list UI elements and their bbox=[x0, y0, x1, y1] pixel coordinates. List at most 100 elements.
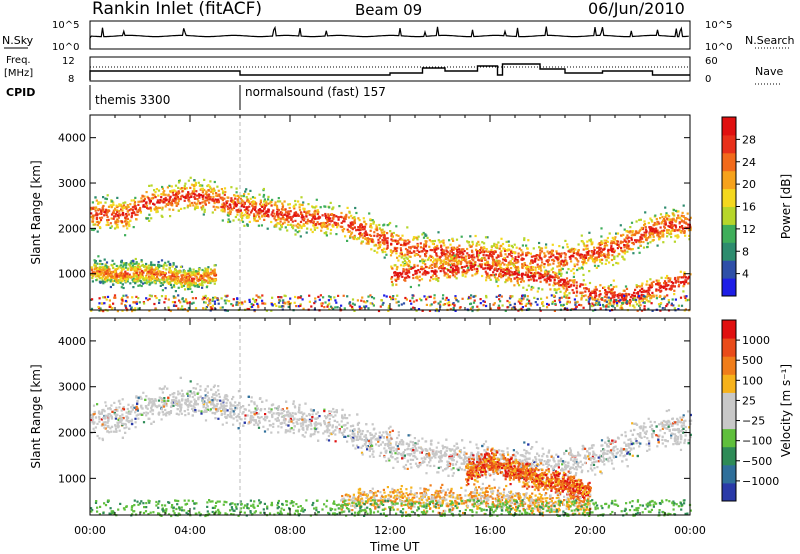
heatmap-cell bbox=[413, 263, 416, 267]
heatmap-cell bbox=[552, 254, 555, 257]
heatmap-cell bbox=[582, 273, 585, 276]
heatmap-cell bbox=[404, 239, 407, 242]
heatmap-cell bbox=[116, 268, 119, 271]
heatmap-cell bbox=[176, 271, 180, 274]
heatmap-cell bbox=[97, 222, 100, 225]
heatmap-cell bbox=[384, 237, 387, 240]
heatmap-cell bbox=[140, 197, 143, 200]
heatmap-cell bbox=[614, 242, 617, 245]
heatmap-cell bbox=[380, 299, 383, 302]
heatmap-cell bbox=[447, 255, 450, 258]
heatmap-cell bbox=[221, 199, 224, 202]
heatmap-cell bbox=[331, 208, 334, 211]
heatmap-cell bbox=[135, 271, 138, 274]
heatmap-cell bbox=[590, 291, 593, 294]
heatmap-cell bbox=[100, 216, 104, 219]
heatmap-cell bbox=[105, 261, 109, 264]
heatmap-cell bbox=[96, 267, 99, 270]
heatmap-cell bbox=[180, 275, 184, 278]
heatmap-cell bbox=[425, 251, 428, 255]
heatmap-cell bbox=[566, 294, 569, 297]
heatmap-cell bbox=[406, 271, 409, 274]
heatmap-cell bbox=[472, 253, 475, 256]
heatmap-cell bbox=[631, 241, 634, 244]
heatmap-cell bbox=[106, 277, 109, 281]
heatmap-cell bbox=[156, 209, 159, 212]
heatmap-cell bbox=[291, 225, 294, 228]
heatmap-cell bbox=[209, 302, 212, 305]
heatmap-cell bbox=[610, 247, 613, 250]
heatmap-cell bbox=[550, 250, 553, 253]
heatmap-cell bbox=[453, 271, 456, 274]
heatmap-cell bbox=[613, 295, 616, 298]
heatmap-cell bbox=[232, 206, 236, 209]
heatmap-cell bbox=[483, 300, 486, 303]
heatmap-cell bbox=[682, 276, 685, 279]
heatmap-cell bbox=[638, 239, 641, 242]
heatmap-cell bbox=[471, 258, 474, 261]
heatmap-cell bbox=[163, 273, 166, 276]
heatmap-cell bbox=[635, 303, 639, 306]
heatmap-cell bbox=[395, 301, 398, 304]
heatmap-cell bbox=[580, 254, 583, 257]
heatmap-cell bbox=[658, 286, 661, 289]
heatmap-cell bbox=[283, 200, 286, 203]
heatmap-cell bbox=[181, 278, 184, 281]
heatmap-cell bbox=[603, 242, 607, 245]
heatmap-cell bbox=[424, 242, 428, 245]
heatmap-cell bbox=[540, 269, 543, 272]
heatmap-cell bbox=[302, 215, 305, 219]
heatmap-cell bbox=[362, 300, 365, 303]
heatmap-cell bbox=[572, 272, 576, 275]
heatmap-cell bbox=[178, 270, 181, 273]
heatmap-cell bbox=[500, 295, 503, 298]
heatmap-cell bbox=[677, 216, 680, 219]
heatmap-cell bbox=[102, 296, 105, 299]
heatmap-cell bbox=[313, 217, 316, 220]
heatmap-cell bbox=[609, 303, 612, 306]
heatmap-cell bbox=[541, 288, 544, 291]
heatmap-cell bbox=[358, 307, 362, 310]
heatmap-cell bbox=[117, 267, 120, 270]
heatmap-cell bbox=[193, 197, 196, 200]
heatmap-cell bbox=[103, 258, 106, 261]
heatmap-cell bbox=[203, 270, 206, 273]
heatmap-cell bbox=[120, 270, 123, 273]
heatmap-cell bbox=[582, 295, 585, 298]
heatmap-cell bbox=[639, 285, 642, 288]
heatmap-cell bbox=[276, 206, 279, 209]
heatmap-cell bbox=[525, 302, 528, 305]
heatmap-cell bbox=[482, 254, 485, 257]
heatmap-cell bbox=[223, 205, 226, 208]
heatmap-cell bbox=[395, 225, 398, 228]
heatmap-cell bbox=[353, 220, 356, 223]
heatmap-cell bbox=[227, 220, 230, 224]
heatmap-cell bbox=[572, 251, 575, 255]
heatmap-cell bbox=[143, 205, 147, 208]
heatmap-cell bbox=[276, 210, 279, 214]
heatmap-cell bbox=[242, 205, 246, 208]
heatmap-cell bbox=[186, 282, 190, 285]
heatmap-cell bbox=[547, 270, 550, 274]
heatmap-cell bbox=[408, 251, 411, 255]
heatmap-cell bbox=[308, 213, 311, 216]
heatmap-cell bbox=[112, 201, 115, 204]
heatmap-cell bbox=[228, 211, 231, 214]
heatmap-cell bbox=[204, 273, 208, 276]
heatmap-cell bbox=[466, 247, 469, 251]
heatmap-cell bbox=[665, 214, 668, 217]
heatmap-cell bbox=[448, 260, 451, 263]
heatmap-cell bbox=[177, 307, 180, 310]
heatmap-cell bbox=[283, 213, 286, 216]
heatmap-cell bbox=[430, 255, 433, 258]
heatmap-cell bbox=[670, 302, 673, 305]
heatmap-cell bbox=[677, 278, 680, 281]
heatmap-cell bbox=[108, 299, 111, 302]
heatmap-cell bbox=[242, 203, 246, 206]
heatmap-cell bbox=[575, 281, 578, 284]
heatmap-cell bbox=[172, 278, 175, 281]
heatmap-cell bbox=[508, 244, 511, 247]
heatmap-cell bbox=[113, 277, 117, 280]
heatmap-cell bbox=[444, 254, 447, 257]
heatmap-cell bbox=[98, 297, 101, 300]
